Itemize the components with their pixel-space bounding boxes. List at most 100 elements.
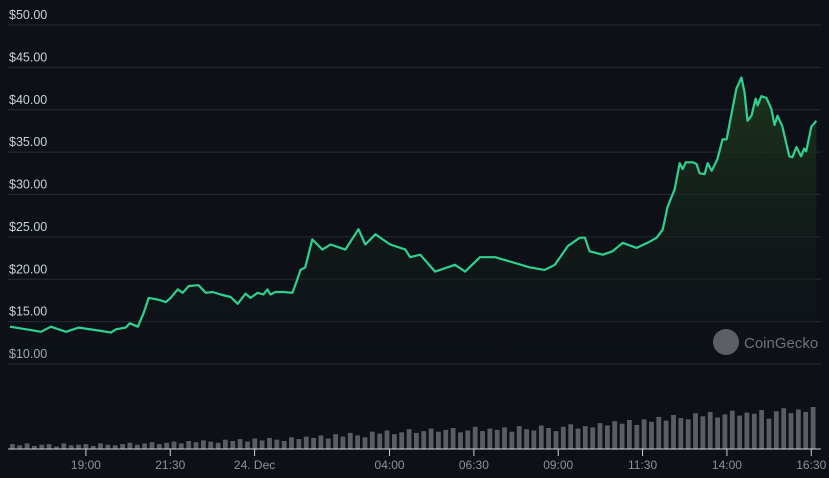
volume-bar [796,409,801,449]
volume-bar [773,411,779,449]
volume-bar [369,431,375,449]
volume-bar [678,418,684,449]
volume-bar [105,444,111,449]
volume-bar [605,425,610,449]
volume-bar [83,444,89,449]
volume-bar [68,445,74,449]
volume-bar [120,444,125,449]
volume-bar [707,411,713,449]
x-axis-labels: 19:00 21:30 24. Dec 04:00 06:30 09:00 11:30 14:… [71,449,827,472]
volume-bar [480,431,485,449]
volume-bar [259,440,265,449]
y-tick-label: $45.00 [9,50,47,64]
volume-bar [237,439,243,449]
volume-bar [553,431,559,449]
volume-bar [303,436,309,449]
x-tick-label: 19:00 [71,458,101,472]
volume-bar [803,411,809,449]
volume-bar [325,438,331,449]
volume-bar [318,435,324,449]
volume-bar [347,432,353,449]
volume-bar [274,439,280,449]
price-area-fill [10,77,817,364]
volume-bar [722,414,728,449]
x-tick-label: 04:00 [375,458,405,472]
volume-bar [524,429,529,449]
volume-bar [538,425,544,449]
volume-bar [693,413,698,449]
volume-bar [649,421,654,449]
volume-bar [568,424,574,449]
volume-bar [223,439,228,449]
volume-bar [663,420,669,449]
volume-bar [671,415,676,449]
y-axis-labels: $10.00$15.00$20.00$25.00$30.00$35.00$40.… [9,8,47,361]
volume-bar [32,445,37,449]
volume-bar [494,429,500,449]
volume-bar [516,426,522,449]
volume-bar [531,430,537,449]
volume-bar [443,429,449,449]
coingecko-watermark: CoinGecko [713,329,818,355]
volume-bar [590,427,596,449]
volume-bar [582,426,588,449]
volume-bar [414,432,419,449]
y-tick-label: $25.00 [9,220,47,234]
volume-bar [656,416,662,449]
volume-bar [685,419,691,449]
volume-bar [164,442,170,449]
volume-bar [509,431,515,449]
x-tick-label: 11:30 [628,458,657,472]
volume-bar [281,441,287,449]
volume-bar [24,443,30,449]
volume-bar [428,428,434,449]
volume-bar [193,442,199,449]
volume-bar [788,413,794,449]
x-tick-label: 24. Dec [234,458,275,472]
volume-bar [641,419,647,449]
volume-bar [340,436,346,449]
volume-bar [634,424,640,449]
volume-bar [472,426,478,449]
volume-bar [406,429,412,449]
volume-bar [458,432,463,449]
volume-bar [127,442,133,449]
price-line [9,76,818,334]
y-tick-label: $50.00 [9,8,47,22]
volume-bar [759,410,764,449]
volume-bar [17,445,23,449]
volume-bar [355,435,360,449]
volume-bar [61,443,67,449]
y-tick-label: $30.00 [9,178,47,192]
y-tick-label: $20.00 [9,262,47,276]
volume-bar [737,415,742,449]
volume-bar [201,440,206,449]
volume-bar [46,444,52,449]
volume-bar [627,420,632,449]
volume-bar [186,441,192,449]
volume-bar [208,441,214,449]
volume-bar [781,408,787,449]
watermark-text: CoinGecko [744,335,818,352]
volume-bar [560,426,566,449]
volume-bar [252,438,258,449]
volume-bar [98,443,103,449]
volume-bar [156,444,162,449]
volume-bar [215,442,221,449]
volume-bar [810,407,816,449]
volume-bar [171,441,177,449]
volume-bar [39,444,45,449]
volume-bar [267,437,272,449]
volume-bar [450,428,456,449]
x-tick-label: 16:30 [796,458,826,472]
coingecko-logo-icon [713,329,739,355]
volume-bar [90,445,96,449]
volume-bar [729,410,735,449]
volume-bar [377,433,383,449]
volume-bar [384,430,390,449]
volume-bar [700,416,706,449]
volume-bar [54,446,59,449]
y-tick-label: $35.00 [9,135,47,149]
volume-bar [289,437,294,449]
